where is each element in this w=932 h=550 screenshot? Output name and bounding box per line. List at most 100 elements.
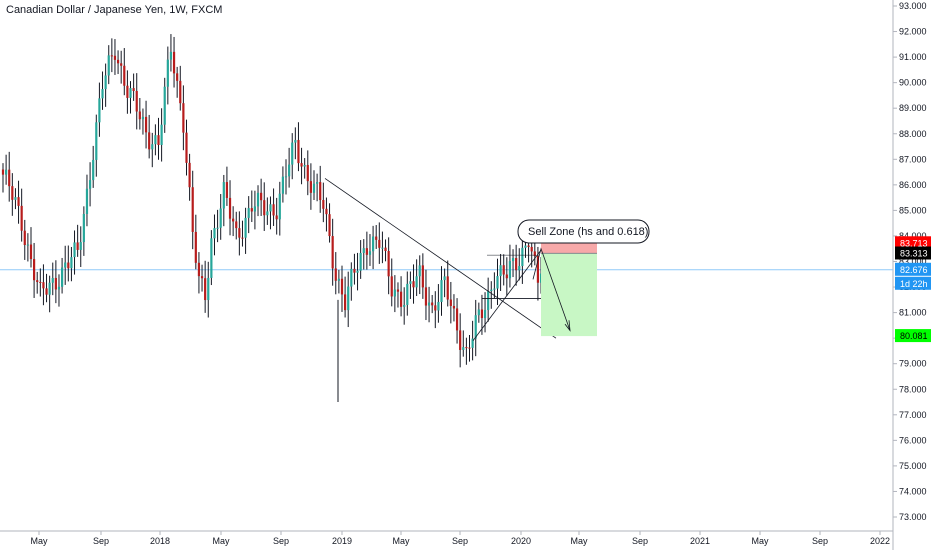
candle-body [431, 302, 434, 306]
candle-body [334, 268, 337, 281]
candle-body [415, 276, 418, 288]
x-tick-label: Sep [273, 536, 289, 546]
candle-body [434, 305, 437, 311]
candle-body [306, 164, 309, 182]
candle-body [225, 182, 229, 198]
candle-body [300, 163, 303, 167]
candle-body [409, 281, 412, 284]
candle-body [406, 283, 409, 305]
candle-body [5, 169, 8, 175]
candle-body [182, 103, 185, 133]
candle-body [17, 197, 20, 206]
candle-body [396, 289, 400, 292]
candle-body [148, 132, 151, 150]
candle-body [511, 257, 515, 262]
candle-body [499, 265, 502, 277]
candle-body [210, 238, 213, 278]
candle-body [387, 251, 390, 277]
candle-body [8, 169, 11, 187]
candle-body [455, 308, 459, 331]
candle-body [325, 208, 328, 215]
candle-body [185, 132, 188, 163]
candle-body [505, 274, 508, 279]
candle-body [157, 135, 160, 146]
candle-body [309, 181, 312, 193]
stop-loss-zone [541, 243, 597, 254]
candle-body [260, 192, 263, 201]
candle-body [166, 59, 169, 87]
candle-body [378, 239, 381, 248]
candle-body [365, 248, 368, 255]
candle-body [138, 111, 141, 120]
candle-body [474, 315, 477, 339]
candle-body [340, 278, 344, 295]
candle-body [213, 228, 216, 239]
candle-body [515, 257, 518, 271]
candle-body [284, 176, 288, 178]
candle-body [508, 261, 512, 279]
candle-body [524, 245, 527, 248]
candle-body [113, 55, 117, 60]
candle-body [421, 265, 424, 288]
stop-price-tag-bg [895, 236, 931, 250]
candle-body [169, 51, 173, 60]
y-tick-label: 79.000 [899, 359, 927, 369]
candle-body [347, 286, 350, 311]
y-tick-label: 90.000 [899, 78, 927, 88]
candle-body [533, 251, 536, 257]
candle-body [70, 257, 73, 269]
candle-body [368, 251, 372, 255]
candle-body [163, 86, 166, 125]
candle-body [48, 282, 51, 295]
y-tick-label: 87.000 [899, 154, 927, 164]
candle-body [303, 164, 306, 167]
y-tick-label: 77.000 [899, 410, 927, 420]
candle-body [104, 75, 107, 90]
candle-body [98, 98, 101, 123]
candle-body [207, 277, 210, 301]
x-tick-label: Sep [632, 536, 648, 546]
y-tick-label: 89.000 [899, 103, 927, 113]
candle-body [521, 247, 524, 267]
candle-body [487, 291, 490, 311]
candle-body [1, 169, 5, 175]
candle-body [322, 200, 325, 209]
candle-body [135, 90, 138, 112]
candle-body [316, 182, 319, 184]
candle-body [73, 242, 76, 258]
candle-body [344, 294, 347, 311]
candle-body [399, 291, 403, 307]
candle-body [266, 211, 269, 216]
y-tick-label: 81.000 [899, 308, 927, 318]
candle-body [151, 144, 154, 150]
candle-body [278, 193, 281, 220]
candle-body [449, 299, 452, 306]
candle-body [331, 236, 334, 269]
candle-body [359, 252, 362, 271]
y-tick-label: 83.000 [899, 257, 927, 267]
current-price-tag: 82.676 [900, 265, 928, 275]
y-tick-label: 76.000 [899, 435, 927, 445]
candle-body [39, 281, 42, 283]
candle-body [144, 116, 148, 133]
candle-body [36, 280, 39, 282]
candle-body [291, 142, 294, 165]
candle-body [269, 204, 272, 212]
x-tick-label: 2020 [511, 536, 531, 546]
y-tick-label: 92.000 [899, 27, 927, 37]
x-tick-label: 2021 [690, 536, 710, 546]
y-tick-label: 84.000 [899, 231, 927, 241]
candle-body [216, 227, 219, 229]
candle-body [126, 85, 129, 98]
candle-body [244, 217, 247, 238]
candle-body [536, 256, 540, 283]
candle-body [204, 278, 207, 301]
candle-body [241, 237, 244, 239]
candle-body [194, 231, 197, 263]
chart-title: Canadian Dollar / Japanese Yen, 1W, FXCM [6, 4, 223, 16]
x-tick-label: May [30, 536, 48, 546]
target-price-tag: 80.081 [900, 331, 928, 341]
candle-body [33, 259, 36, 281]
